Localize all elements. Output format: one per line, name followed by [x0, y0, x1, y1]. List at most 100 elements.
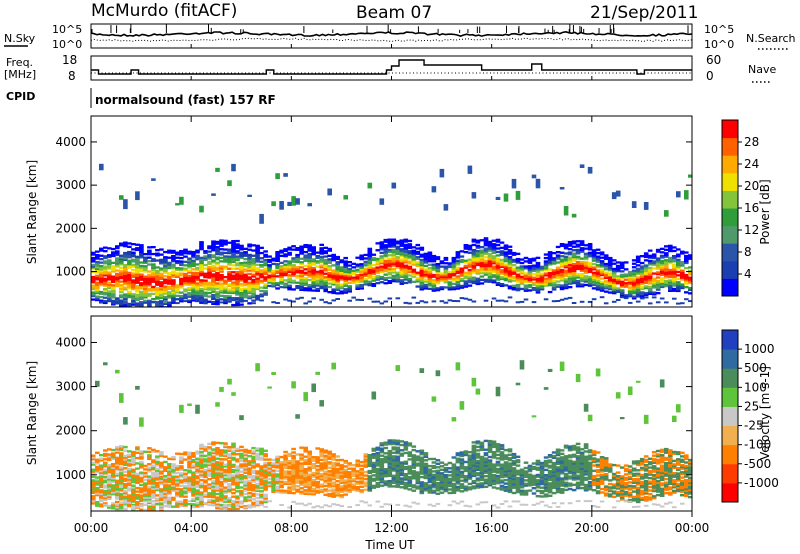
- heatmap-cell: [91, 263, 96, 267]
- heatmap-cell: [131, 303, 136, 306]
- heatmap-cell: [335, 257, 340, 260]
- heatmap-cell: [227, 252, 232, 255]
- heatmap-cell: [103, 449, 108, 452]
- heatmap-cell: [235, 262, 240, 265]
- heatmap-cell: [91, 288, 96, 291]
- heatmap-cell: [175, 503, 180, 507]
- heatmap-cell: [271, 490, 276, 493]
- heatmap-cell: [299, 469, 304, 472]
- heatmap-cell: [199, 301, 204, 304]
- heatmap-cell: [399, 251, 405, 254]
- heatmap-cell: [559, 243, 565, 246]
- heatmap-cell: [371, 470, 377, 473]
- heatmap-cell: [487, 271, 493, 275]
- heatmap-cell: [287, 262, 292, 265]
- heatmap-cell: [619, 263, 625, 266]
- heatmap-cell: [447, 262, 453, 265]
- heatmap-cell: [203, 465, 208, 468]
- heatmap-cell: [263, 472, 268, 475]
- heatmap-cell: [179, 274, 184, 277]
- heatmap-cell: [423, 283, 429, 287]
- heatmap-cell: [676, 286, 681, 289]
- heatmap-cell: [211, 294, 216, 297]
- heatmap-cell: [263, 483, 268, 486]
- heatmap-cell: [343, 289, 348, 293]
- heatmap-cell: [127, 282, 132, 285]
- heatmap-cell: [171, 287, 176, 291]
- heatmap-cell: [179, 286, 184, 289]
- heatmap-cell: [147, 284, 152, 287]
- heatmap-cell: [91, 489, 96, 493]
- heatmap-cell: [119, 263, 124, 266]
- heatmap-cell: [619, 282, 625, 285]
- heatmap-cell: [127, 474, 132, 478]
- heatmap-cell: [99, 296, 104, 299]
- heatmap-cell: [587, 282, 593, 286]
- heatmap-cell: [479, 256, 485, 259]
- heatmap-cell: [115, 472, 120, 475]
- heatmap-cell: [383, 468, 389, 471]
- heatmap-cell: [271, 262, 276, 266]
- heatmap-cell: [159, 481, 164, 484]
- heatmap-cell: [483, 249, 489, 252]
- heatmap-cell: [135, 274, 140, 277]
- heatmap-cell: [359, 283, 364, 287]
- heatmap-cell: [311, 268, 316, 271]
- heatmap-cell: [419, 279, 425, 282]
- heatmap-cell: [167, 470, 172, 473]
- heatmap-cell: [263, 258, 268, 262]
- heatmap-cell: [327, 494, 332, 498]
- heatmap-cell: [291, 274, 296, 277]
- heatmap-cell: [247, 290, 252, 293]
- heatmap-cell: [123, 245, 128, 248]
- heatmap-cell: [219, 284, 224, 287]
- heatmap-cell: [235, 490, 240, 493]
- heatmap-cell: [267, 467, 272, 470]
- heatmap-cell: [668, 289, 673, 292]
- heatmap-cell: [151, 448, 156, 452]
- heatmap-cell: [211, 473, 216, 476]
- heatmap-cell: [171, 255, 176, 258]
- heatmap-cell: [251, 285, 256, 288]
- heatmap-cell: [531, 288, 537, 291]
- heatmap-cell: [347, 479, 352, 483]
- heatmap-cell: [315, 472, 320, 475]
- heatmap-cell: [159, 253, 164, 256]
- heatmap-cell: [251, 498, 256, 501]
- heatmap-cell: [267, 458, 272, 461]
- heatmap-cell: [335, 283, 340, 286]
- heatmap-cell: [291, 468, 296, 472]
- heatmap-cell: [391, 274, 397, 278]
- heatmap-cell: [179, 269, 184, 272]
- heatmap-cell: [159, 289, 164, 293]
- heatmap-cell: [303, 473, 308, 476]
- heatmap-cell: [275, 462, 280, 466]
- heatmap-cell: [111, 485, 116, 489]
- heatmap-cell: [291, 470, 296, 474]
- heatmap-cell: [119, 301, 124, 304]
- heatmap-cell: [259, 504, 264, 507]
- heatmap-cell: [567, 267, 573, 270]
- heatmap-cell: [179, 295, 184, 298]
- heatmap-cell: [131, 475, 136, 479]
- heatmap-cell: [235, 271, 240, 274]
- heatmap-cell: [595, 257, 601, 260]
- heatmap-cell: [491, 258, 497, 261]
- heatmap-cell: [207, 253, 212, 257]
- heatmap-cell: [151, 461, 156, 464]
- heatmap-cell: [467, 165, 473, 174]
- heatmap-cell: [443, 277, 449, 280]
- heatmap-cell: [215, 478, 220, 482]
- heatmap-cell: [111, 471, 116, 475]
- heatmap-cell: [91, 488, 96, 491]
- heatmap-cell: [375, 485, 381, 488]
- heatmap-cell: [135, 264, 140, 267]
- heatmap-cell: [111, 473, 116, 476]
- heatmap-cell: [467, 246, 473, 249]
- heatmap-cell: [647, 271, 653, 275]
- heatmap-cell: [579, 257, 585, 260]
- heatmap-cell: [255, 452, 260, 456]
- heatmap-cell: [427, 270, 433, 273]
- heatmap-cell: [215, 503, 220, 506]
- heatmap-cell: [119, 258, 124, 261]
